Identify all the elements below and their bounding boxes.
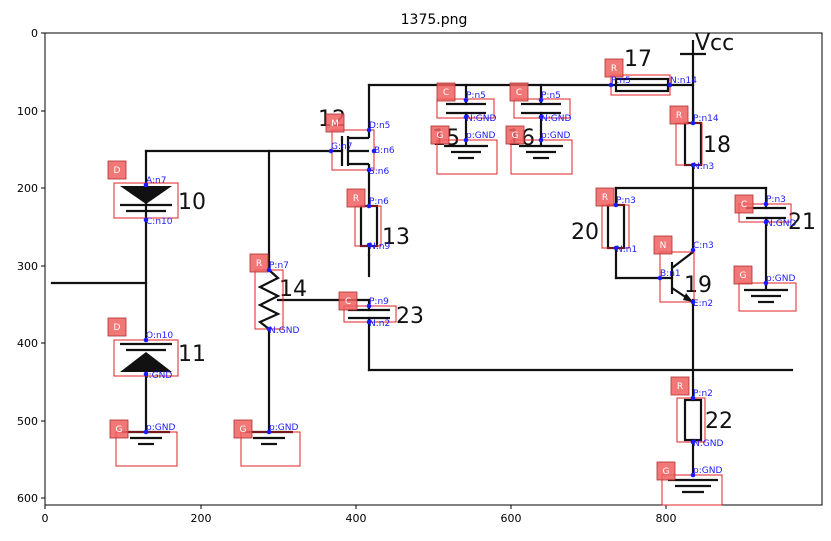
tag-10: D <box>114 166 121 176</box>
tag-gnd-5: G <box>740 271 747 281</box>
tag-20: R <box>602 193 608 203</box>
y-tick-label: 400 <box>17 337 38 350</box>
pin-label: S:n6 <box>369 167 389 177</box>
label-18: 18 <box>703 133 731 158</box>
pin-label: C:n3 <box>693 241 714 251</box>
label-19: 19 <box>684 273 712 298</box>
label-20: 20 <box>571 220 599 245</box>
y-tick-label: 600 <box>17 492 38 505</box>
y-tick-label: 100 <box>17 105 38 118</box>
pin-label: O:n10 <box>146 331 173 341</box>
pin-dots <box>143 82 769 478</box>
tag-gnd-3: G <box>437 131 444 141</box>
pin-label: G:n7 <box>331 142 352 152</box>
pin-label: B:n1 <box>660 269 681 279</box>
pin-label: N:n1 <box>616 245 637 255</box>
pin-label: N:n2 <box>369 319 390 329</box>
pin-annotations: A:n7 C:n10 O:n10 I:GND p:GND P:n7 N:GND … <box>146 76 796 476</box>
label-17: 17 <box>624 47 652 72</box>
tag-gnd-4: G <box>512 131 519 141</box>
label-14: 14 <box>279 277 307 302</box>
x-tick-label: 600 <box>501 512 522 525</box>
x-tick-label: 200 <box>191 512 212 525</box>
pin-label: P:n6 <box>369 197 389 207</box>
x-tick-label: 800 <box>656 512 677 525</box>
pin-label: P:n14 <box>693 114 719 124</box>
tag-14: R <box>256 259 262 269</box>
label-21: 21 <box>788 210 816 235</box>
pin-label: N:n9 <box>369 242 390 252</box>
tag-13: R <box>353 194 359 204</box>
x-tick-label: 400 <box>346 512 367 525</box>
pin-label: p:GND <box>466 131 495 141</box>
tag-gnd-1: G <box>116 425 123 435</box>
pin-label: P:n5 <box>466 91 486 101</box>
pin-label: N:n3 <box>693 162 714 172</box>
pin-label: P:n3 <box>766 195 786 205</box>
y-tick-label: 500 <box>17 415 38 428</box>
x-axis: 0 200 400 600 800 <box>42 505 677 525</box>
pin-label: P:n5 <box>541 91 561 101</box>
tag-22: R <box>677 382 683 392</box>
pin-label: p:GND <box>541 131 570 141</box>
label-11: 11 <box>178 342 206 367</box>
pin-label: p:GND <box>693 466 722 476</box>
pin-label: I:GND <box>146 371 172 381</box>
tag-12: M <box>331 119 339 129</box>
pin-label: P:n7 <box>269 261 289 271</box>
pin-label: B:n6 <box>374 146 395 156</box>
tag-17: R <box>611 64 617 74</box>
tag-gnd-2: G <box>240 425 247 435</box>
tag-18: R <box>676 111 682 121</box>
label-13: 13 <box>382 225 410 250</box>
pin-label: p:GND <box>766 274 795 284</box>
tag-gnd-6: G <box>663 467 670 477</box>
figure-title: 1375.png <box>401 12 468 28</box>
tag-16: C <box>516 88 522 98</box>
circuit-wires <box>50 52 794 477</box>
pin-label: A:n7 <box>146 176 166 186</box>
y-axis: 0 100 200 300 400 500 600 <box>17 27 45 505</box>
pin-label: P:n9 <box>369 297 389 307</box>
label-10: 10 <box>178 190 206 215</box>
pin-label: P:n2 <box>693 389 713 399</box>
y-tick-label: 200 <box>17 182 38 195</box>
tag-19: N <box>660 241 667 251</box>
label-23: 23 <box>396 304 424 329</box>
pin-label: N:n14 <box>670 76 697 86</box>
component-tags: D D G G R M R C C G C G R R R N C G R G <box>107 58 754 481</box>
pin-label: N:GND <box>541 114 571 124</box>
pin-label: N:GND <box>269 326 299 336</box>
tag-21: C <box>741 200 747 210</box>
pin-label: E:n2 <box>693 299 713 309</box>
pin-label: p:GND <box>146 423 175 433</box>
pin-label: p:GND <box>269 423 298 433</box>
tag-23: C <box>345 297 351 307</box>
pin-label: P:n3 <box>616 196 636 206</box>
pin-label: P:n5 <box>611 76 631 86</box>
pin-label: C:n10 <box>146 217 173 227</box>
pin-label: D:n5 <box>369 121 390 131</box>
tag-11: D <box>114 323 121 333</box>
x-tick-label: 0 <box>42 512 49 525</box>
component-numbers: 10 11 12 13 14 15 16 17 18 19 20 21 22 2… <box>178 31 816 434</box>
tag-15: C <box>443 88 449 98</box>
pin-label: N:GND <box>766 219 796 229</box>
pin-label: N:GND <box>466 114 496 124</box>
label-vcc: Vcc <box>695 31 734 56</box>
pin-label: N:GND <box>693 439 723 449</box>
y-tick-label: 0 <box>31 27 38 40</box>
y-tick-label: 300 <box>17 260 38 273</box>
label-22: 22 <box>705 409 733 434</box>
